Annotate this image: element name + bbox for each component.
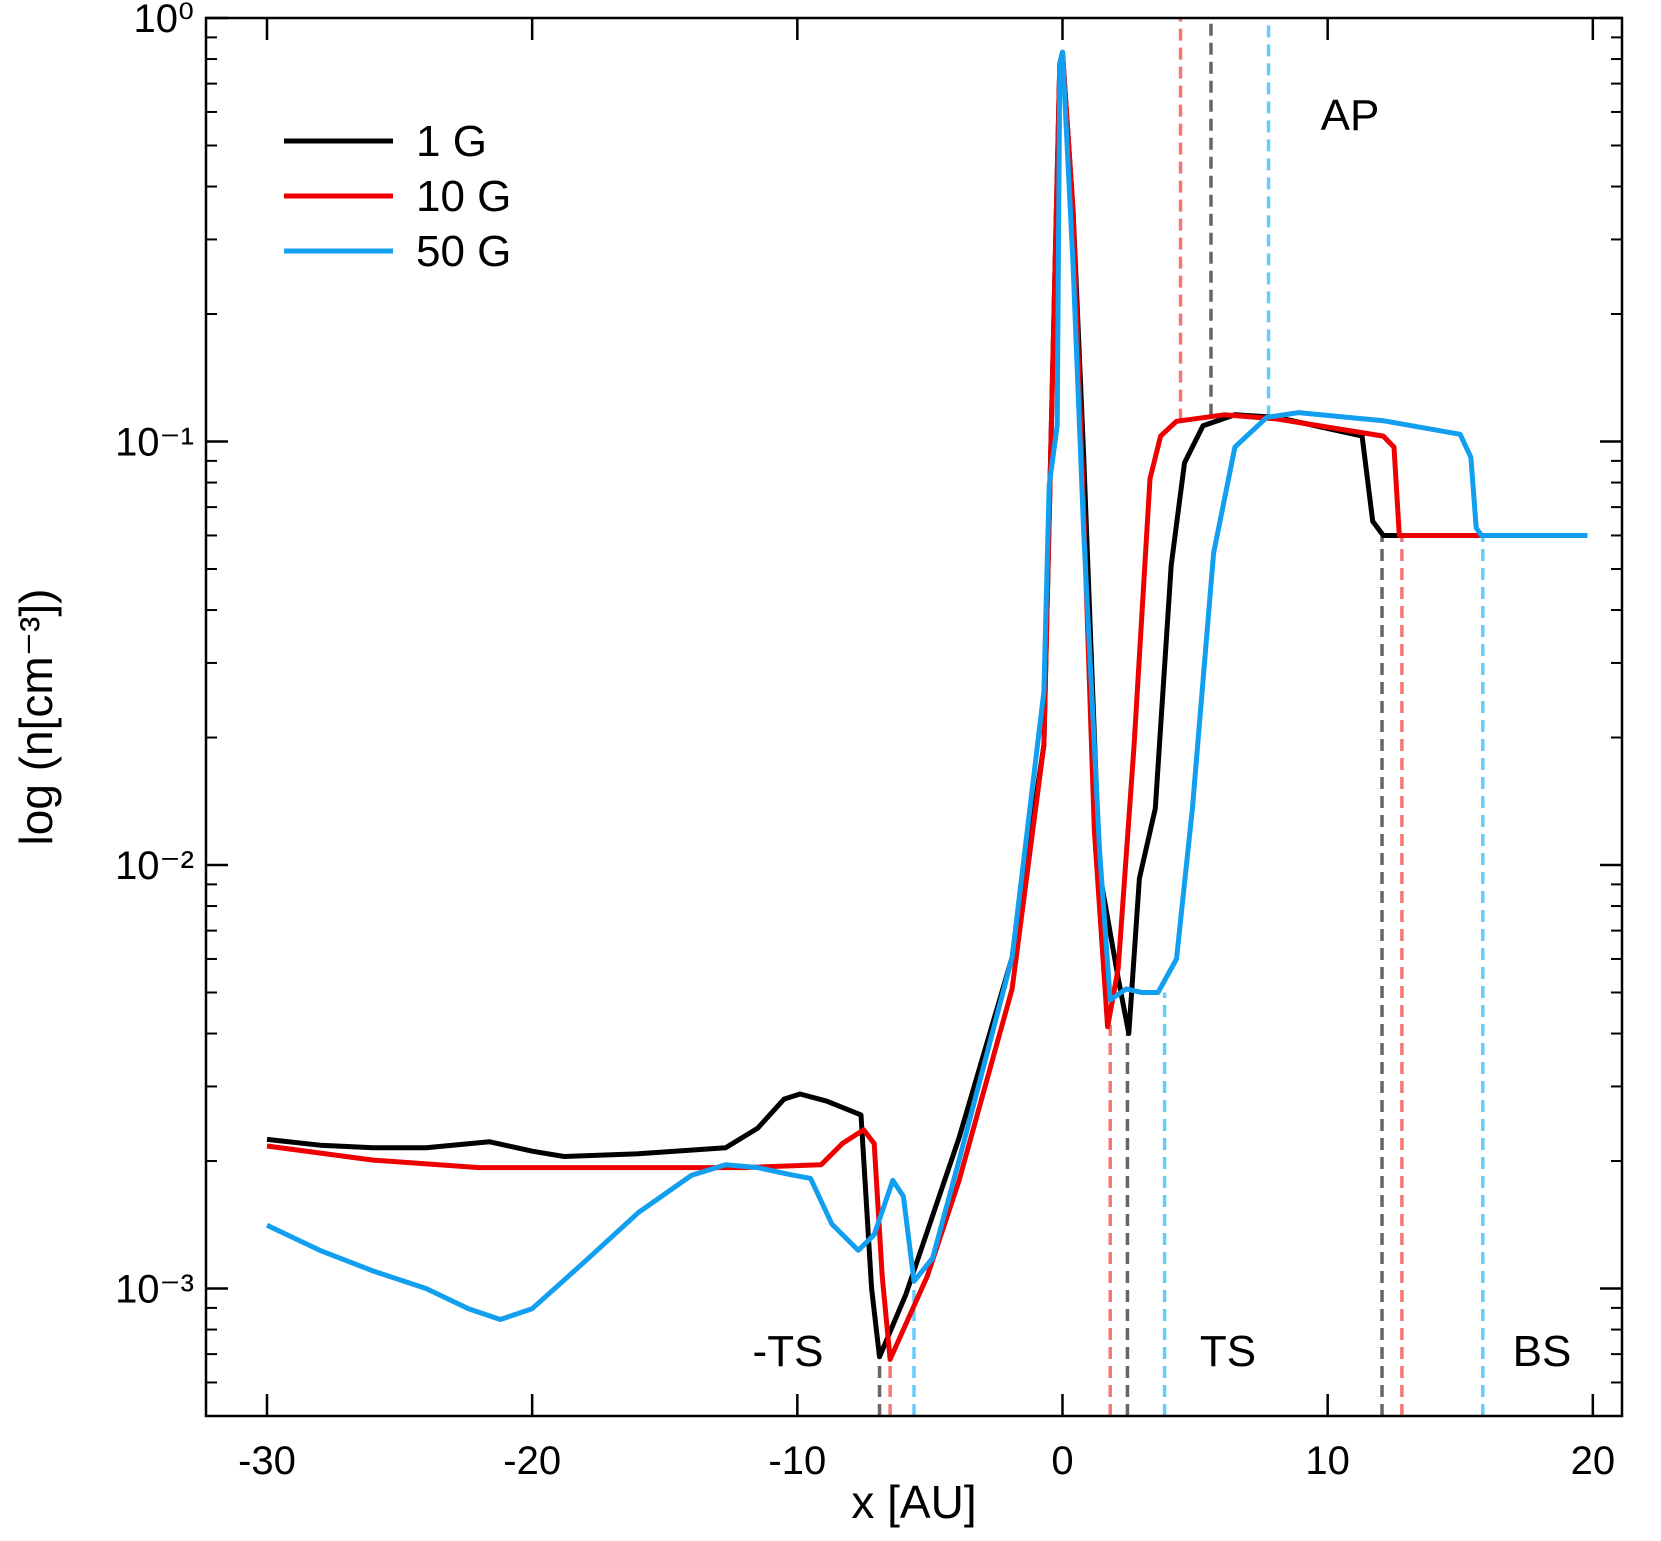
annotation: AP: [1321, 91, 1380, 140]
legend-label: 50 G: [416, 227, 511, 276]
x-tick-label: 0: [1051, 1439, 1073, 1483]
legend-label: 1 G: [416, 117, 487, 166]
data-line: [265, 49, 1588, 1322]
x-tick-label: -30: [238, 1439, 296, 1483]
y-tick-label: 10⁰: [133, 0, 194, 41]
annotation: -TS: [753, 1327, 824, 1376]
y-tick-label: 10⁻²: [115, 844, 194, 888]
x-axis-title: x [AU]: [851, 1476, 976, 1528]
x-tick-label: 10: [1305, 1439, 1350, 1483]
plot-frame: [204, 16, 1624, 1418]
x-tick-label: -10: [768, 1439, 826, 1483]
annotation: TS: [1200, 1327, 1256, 1376]
annotation: BS: [1513, 1327, 1572, 1376]
y-tick-label: 10⁻¹: [115, 421, 194, 465]
y-tick-label: 10⁻³: [115, 1268, 194, 1312]
x-tick-label: -20: [503, 1439, 561, 1483]
x-tick-label: 20: [1571, 1439, 1616, 1483]
y-axis-title: log (n[cm⁻³]): [10, 589, 62, 846]
legend-label: 10 G: [416, 172, 511, 221]
